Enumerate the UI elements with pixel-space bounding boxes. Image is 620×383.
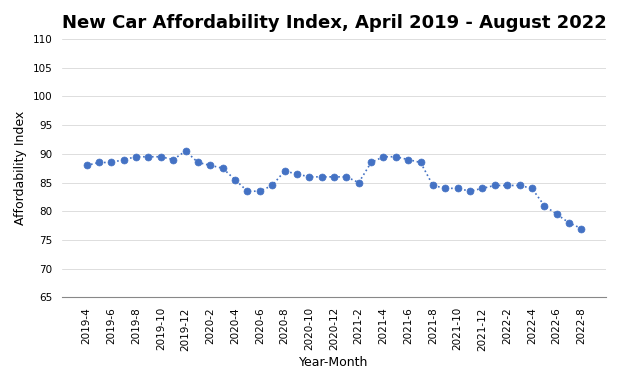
Y-axis label: Affordability Index: Affordability Index xyxy=(14,111,27,225)
Text: New Car Affordability Index, April 2019 - August 2022: New Car Affordability Index, April 2019 … xyxy=(62,14,606,32)
X-axis label: Year-Month: Year-Month xyxy=(299,356,369,369)
